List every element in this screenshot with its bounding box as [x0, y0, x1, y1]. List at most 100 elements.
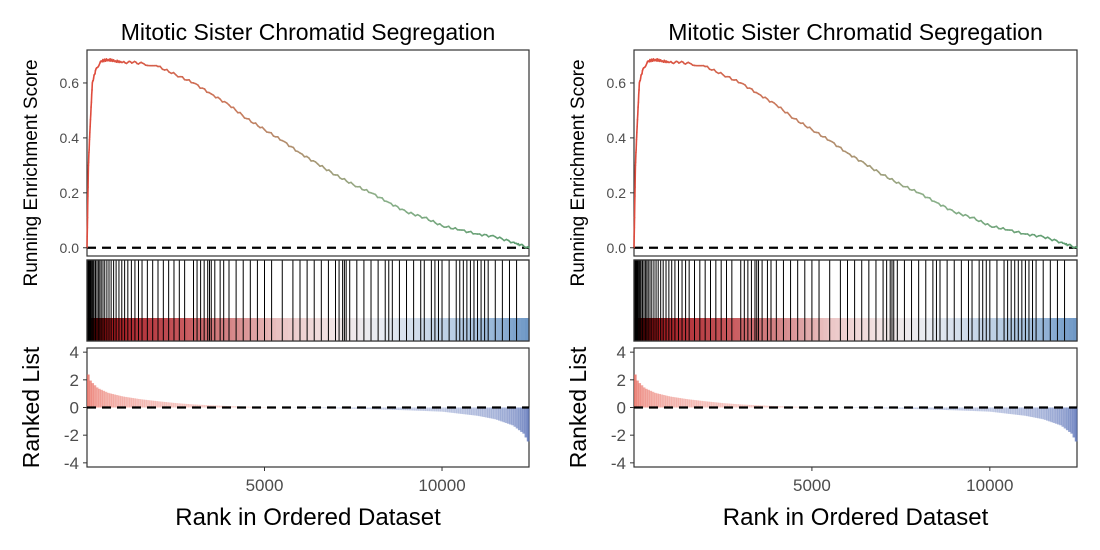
chart1-gradient-stripe — [787, 318, 792, 341]
chart1-gradient-stripe — [783, 318, 788, 341]
chart0-gradient-stripe — [380, 318, 385, 341]
chart0-ranked-bar — [398, 407, 402, 411]
chart0-gradient-stripe — [235, 318, 241, 341]
chart0-ranked-bar — [206, 405, 209, 408]
chart1-ranked-bar — [964, 407, 967, 411]
chart1-ranked-bar — [753, 405, 757, 408]
chart0-gradient-stripe — [360, 318, 365, 341]
chart0-rl-ytick-label: 2 — [70, 371, 79, 390]
chart1-ranked-bar — [724, 403, 728, 408]
chart0-ranked-bar — [427, 407, 430, 412]
chart1-gradient-stripe — [823, 318, 828, 341]
chart1-gradient-stripe — [911, 318, 917, 341]
chart1-ranked-bar — [1054, 407, 1058, 424]
chart0-ranked-bar — [367, 407, 371, 410]
chart1-ranked-bar — [665, 395, 668, 408]
chart0-ranked-bar — [173, 402, 176, 408]
chart0-es-ylabel: Running Enrichment Score — [21, 59, 42, 286]
chart0-gradient-stripe — [275, 318, 281, 341]
chart1-ranked-bar — [651, 391, 655, 408]
chart1-gradient-stripe — [855, 318, 861, 341]
chart0-xtick-label: 10000 — [418, 476, 465, 495]
chart1-gradient-stripe — [940, 318, 945, 341]
chart0-gradient-stripe — [219, 318, 225, 341]
chart1-gradient-stripe — [674, 318, 679, 341]
chart1-gradient-stripe — [750, 318, 756, 341]
chart1-ranked-bar — [972, 407, 976, 412]
chart1-gradient-stripe — [690, 318, 696, 341]
chart1-ranked-bar — [684, 398, 688, 408]
chart1-gradient-stripe — [1020, 318, 1026, 341]
chart1-ranked-bar — [636, 380, 639, 408]
chart0-es-ytick-label: 0.0 — [60, 240, 80, 256]
chart1-gradient-stripe — [1052, 318, 1058, 341]
chart0-gradient-stripe — [295, 318, 301, 341]
chart0-gradient-stripe — [159, 318, 164, 341]
chart0-ranked-bar — [177, 403, 181, 408]
chart1-ranked-bar — [1052, 407, 1056, 423]
chart1-ranked-bar — [678, 397, 681, 408]
chart1-gradient-stripe — [1000, 318, 1006, 341]
chart0-ranked-bar — [447, 407, 450, 413]
chart1-ranked-bar — [740, 404, 743, 408]
chart1-gradient-stripe — [762, 318, 768, 341]
chart1-ranked-bar — [981, 407, 985, 412]
chart1-gradient-stripe — [1056, 318, 1062, 341]
chart1-gradient-stripe — [811, 318, 816, 341]
chart0-gradient-stripe — [348, 318, 353, 341]
chart0-gradient-stripe — [416, 318, 422, 341]
chart0-ranked-bar — [188, 404, 192, 408]
chart0-ranked-bar — [509, 407, 512, 425]
chart1-ranked-bar — [1063, 407, 1067, 429]
chart0-ranked-bar — [409, 407, 413, 411]
chart1-ranked-bar — [1030, 407, 1034, 418]
chart1-gradient-stripe — [839, 318, 845, 341]
chart0-ranked-bar — [135, 398, 139, 408]
chart1-ranked-bar — [983, 407, 987, 412]
chart1-ranked-bar — [871, 407, 874, 409]
chart0-xtick-label: 5000 — [246, 476, 284, 495]
chart1-ranked-bar — [738, 404, 741, 408]
chart1-rl-panel — [633, 347, 1078, 468]
chart0-ranked-bar — [208, 405, 212, 408]
chart1-ranked-bar — [673, 397, 677, 408]
chart1-ranked-bar — [946, 407, 949, 411]
chart1-ranked-bar — [948, 407, 952, 411]
chart0-ranked-bar — [235, 406, 238, 408]
chart0-ranked-bar — [464, 407, 468, 415]
chart1-ranked-bar — [992, 407, 996, 413]
chart0-gradient-stripe — [215, 318, 221, 341]
chart0-gradient-stripe — [472, 318, 478, 341]
chart0-gradient-stripe — [231, 318, 237, 341]
chart1-gradient-stripe — [1072, 318, 1078, 341]
chart0-ranked-bar — [146, 400, 150, 408]
chart0-ranked-bar — [380, 407, 384, 410]
chart1-xlabel: Rank in Ordered Dataset — [723, 504, 989, 531]
chart1-ranked-bar — [749, 404, 752, 408]
chart1-xtick-label: 5000 — [793, 476, 831, 495]
chart0-gradient-stripe — [384, 318, 389, 341]
chart1-gradient-stripe — [1024, 318, 1030, 341]
chart0-ranked-bar — [98, 388, 101, 408]
chart1-gradient-stripe — [923, 318, 929, 341]
chart0-es-ytick-label: 0.4 — [60, 130, 80, 146]
chart1-ranked-bar — [1001, 407, 1005, 414]
chart0-gradient-stripe — [512, 318, 518, 341]
chart0-ranked-bar — [128, 397, 132, 408]
chart0-gradient-stripe — [444, 318, 450, 341]
chart0-gradient-stripe — [456, 318, 462, 341]
chart1-gradient-stripe — [831, 318, 836, 341]
chart1-ranked-bar — [658, 393, 661, 408]
chart0-gradient-stripe — [211, 318, 217, 341]
chart1-ranked-bar — [709, 401, 712, 408]
chart0-ranked-bar — [140, 399, 143, 408]
chart1-ranked-bar — [957, 407, 961, 411]
chart0-ranked-bar — [365, 407, 369, 410]
chart1-ranked-bar — [988, 407, 992, 412]
chart1-gradient-stripe — [964, 318, 969, 341]
chart0-gradient-stripe — [131, 318, 136, 341]
chart0-ranked-bar — [321, 407, 324, 409]
chart1-ranked-bar — [1068, 407, 1071, 432]
chart1-ranked-bar — [1041, 407, 1045, 420]
chart1-ranked-bar — [1050, 407, 1054, 423]
